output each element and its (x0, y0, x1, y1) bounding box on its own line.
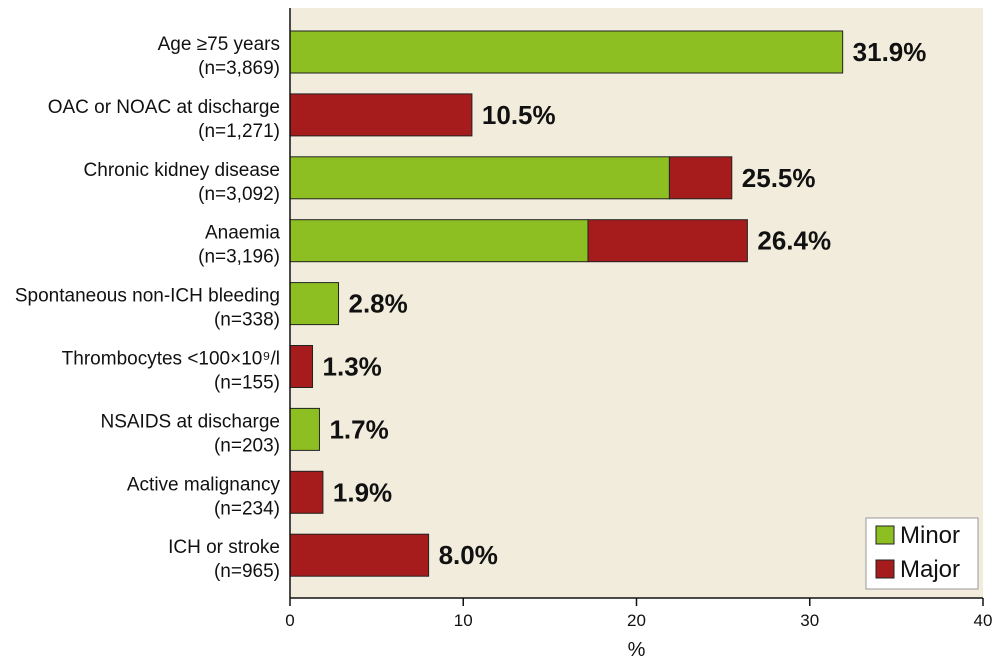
bar-major-5 (289, 345, 314, 388)
value-label-2: 25.5% (742, 163, 816, 193)
legend-label-major: Major (900, 556, 960, 583)
category-label-1: OAC or NOAC at discharge (48, 97, 280, 118)
category-count-4: (n=338) (214, 310, 280, 331)
x-tick-label-1: 10 (454, 611, 473, 630)
value-label-1: 10.5% (482, 100, 556, 130)
category-label-7: Active malignancy (127, 474, 281, 495)
value-labels-group: 31.9% 10.5% 25.5% 26.4% 2.8% 1.3% 1.7% 1.9% 8.0% (323, 37, 927, 570)
x-tick-label-4: 40 (974, 611, 993, 630)
value-label-0: 31.9% (853, 37, 927, 67)
x-tick-label-2: 20 (627, 611, 646, 630)
x-tick-label-3: 30 (800, 611, 819, 630)
category-label-2: Chronic kidney disease (84, 160, 280, 181)
bar-major-1 (289, 93, 473, 137)
bars-group (289, 30, 844, 577)
category-label-3: Anaemia (205, 223, 280, 244)
x-axis-title: % (628, 639, 646, 661)
bar-major-2 (668, 156, 733, 200)
x-tick-label-0: 0 (285, 611, 294, 630)
category-count-6: (n=203) (214, 435, 280, 456)
bar-major-7 (289, 470, 324, 514)
value-label-4: 2.8% (349, 289, 408, 319)
value-label-3: 26.4% (757, 226, 831, 256)
category-label-5: Thrombocytes <100×10⁹/l (62, 349, 280, 370)
bar-major-3 (587, 219, 748, 263)
value-label-7: 1.9% (333, 477, 392, 507)
bar-major-8 (289, 533, 430, 577)
legend-swatch-major (875, 559, 895, 579)
category-count-0: (n=3,869) (198, 58, 280, 79)
value-label-5: 1.3% (323, 352, 382, 382)
legend: Minor Major (865, 517, 979, 590)
bar-minor-2 (289, 156, 670, 200)
category-count-8: (n=965) (214, 561, 280, 582)
category-label-8: ICH or stroke (168, 537, 280, 558)
legend-swatch-minor (875, 525, 895, 545)
category-labels-group: Age ≥75 years (n=3,869) OAC or NOAC at dis… (15, 34, 281, 582)
category-count-3: (n=3,196) (198, 247, 280, 268)
bar-minor-4 (289, 282, 340, 326)
category-count-2: (n=3,092) (198, 184, 280, 205)
category-count-1: (n=1,271) (198, 121, 280, 142)
legend-label-minor: Minor (900, 522, 960, 549)
category-label-4: Spontaneous non-ICH bleeding (15, 286, 280, 307)
category-label-0: Age ≥75 years (158, 34, 280, 55)
bar-minor-3 (289, 219, 589, 263)
x-ticks-group: 0 10 20 30 40 (285, 598, 992, 630)
value-label-6: 1.7% (329, 414, 388, 444)
category-count-5: (n=155) (214, 373, 280, 394)
value-label-8: 8.0% (439, 540, 498, 570)
bar-minor-6 (289, 407, 320, 451)
category-count-7: (n=234) (214, 498, 280, 519)
bar-minor-0 (289, 30, 844, 74)
category-label-6: NSAIDS at discharge (100, 411, 280, 432)
